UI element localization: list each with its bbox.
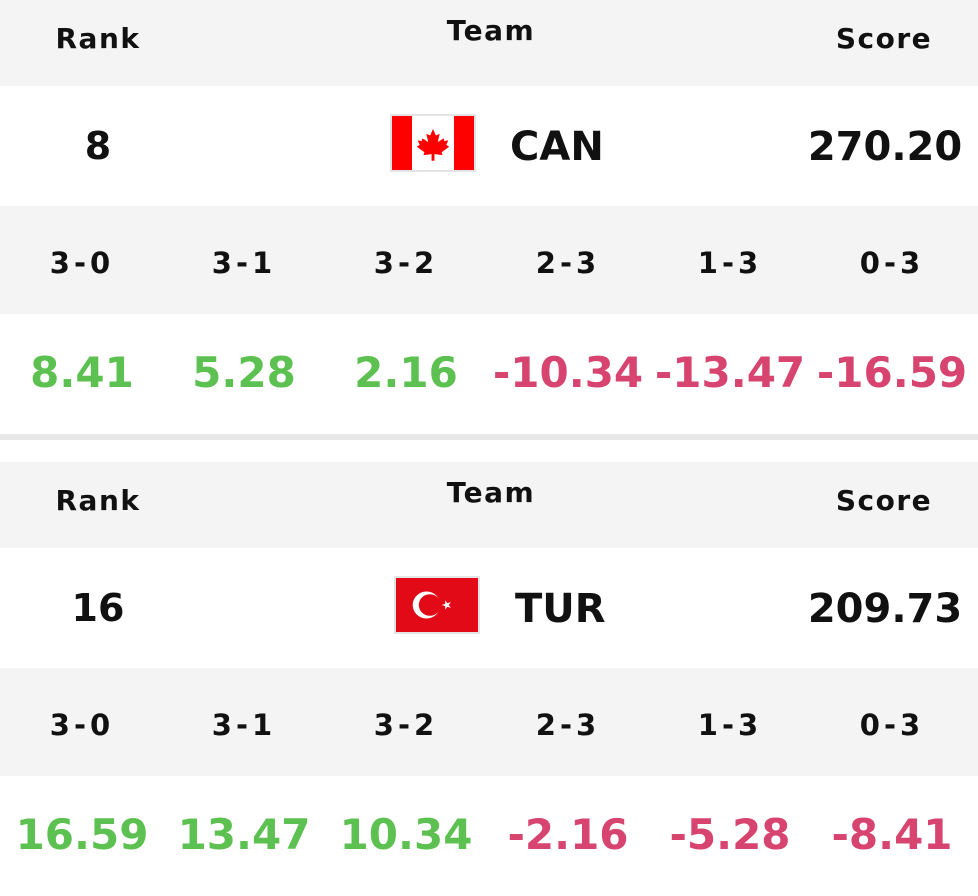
outcome-label: 3-2 [373,246,439,280]
outcome-label: 3-1 [211,246,277,280]
team-row: 8 CAN 270.20 [0,86,978,206]
score-value: 209.73 [807,586,963,632]
outcome-label: 3-0 [49,246,115,280]
outcome-label: 3-2 [373,708,439,742]
team-code: CAN [510,124,604,170]
team-code: TUR [515,586,606,632]
outcome-label: 3-1 [211,708,277,742]
point-change-value: -16.59 [816,348,968,397]
outcome-header-row: 3-0 3-1 3-2 2-3 1-3 0-3 [0,668,978,776]
point-change-value: -5.28 [669,810,791,859]
outcome-label: 0-3 [859,246,925,280]
point-change-value: 8.41 [30,348,134,397]
outcome-label: 3-0 [49,708,115,742]
rank-header: Rank [55,22,141,55]
header-row: Rank Team Score [0,462,978,548]
score-header: Score [835,484,933,517]
rank-value: 8 [84,124,112,168]
point-change-value: -8.41 [831,810,953,859]
point-change-value: 16.59 [15,810,149,859]
outcome-label: 0-3 [859,708,925,742]
turkey-flag-icon [394,576,480,634]
point-change-value: -10.34 [492,348,644,397]
outcome-label: 1-3 [697,708,763,742]
point-change-value: 5.28 [192,348,296,397]
outcome-label: 1-3 [697,246,763,280]
point-change-row: 16.59 13.47 10.34 -2.16 -5.28 -8.41 [0,776,978,896]
score-header: Score [835,22,933,55]
team-row: 16 TUR 209.73 [0,548,978,668]
outcome-label: 2-3 [535,708,601,742]
point-change-row: 8.41 5.28 2.16 -10.34 -13.47 -16.59 [0,314,978,434]
rank-value: 16 [71,586,125,630]
divider [0,434,978,440]
point-change-value: -13.47 [654,348,806,397]
team-header: Team [446,14,536,47]
team-header: Team [446,476,536,509]
point-change-value: 13.47 [177,810,311,859]
point-change-value: 2.16 [354,348,458,397]
outcome-header-row: 3-0 3-1 3-2 2-3 1-3 0-3 [0,206,978,314]
canada-flag-icon [390,114,476,172]
rank-header: Rank [55,484,141,517]
point-change-value: -2.16 [507,810,629,859]
outcome-label: 2-3 [535,246,601,280]
score-value: 270.20 [807,124,963,170]
header-row: Rank Team Score [0,0,978,86]
point-change-value: 10.34 [339,810,473,859]
